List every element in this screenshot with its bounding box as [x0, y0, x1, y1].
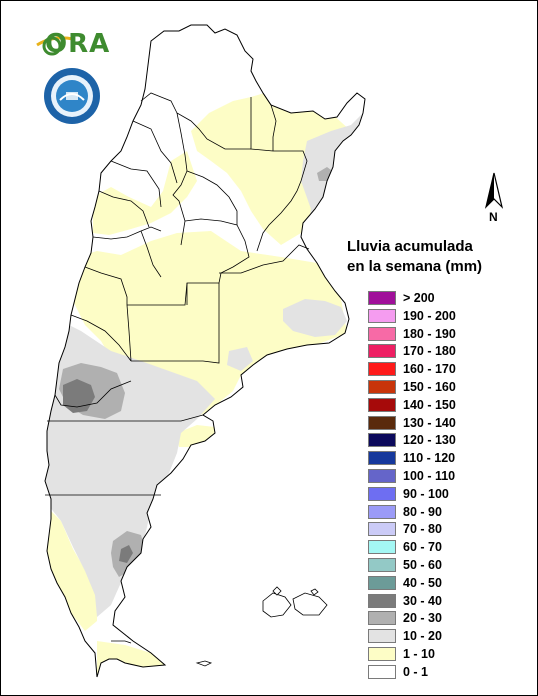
legend-label: 120 - 130 [403, 433, 456, 448]
estados-island [195, 660, 213, 667]
legend-swatch [368, 433, 396, 448]
legend-label: 20 - 30 [403, 611, 442, 626]
legend-label: 70 - 80 [403, 522, 442, 537]
legend-swatch [368, 522, 396, 537]
zone-30-40-santacruz [119, 545, 133, 563]
legend-label: 60 - 70 [403, 540, 442, 555]
legend-swatch [368, 540, 396, 555]
legend-swatch [368, 486, 396, 501]
legend-title-line2: en la semana (mm) [347, 258, 483, 275]
smn-seal-logo [44, 68, 100, 124]
legend-title: Lluvia acumulada en la semana (mm) [347, 237, 527, 277]
north-label: N [489, 210, 498, 224]
legend-label: 40 - 50 [403, 575, 442, 590]
legend-label: 110 - 120 [403, 451, 456, 466]
legend-label: 170 - 180 [403, 344, 456, 359]
legend-swatch [368, 397, 396, 412]
zone-30-40-neuquen [63, 379, 95, 413]
legend-title-line1: Lluvia acumulada [347, 238, 473, 255]
legend-swatch [368, 362, 396, 377]
legend-swatch [368, 379, 396, 394]
zone-10-20-misiones [301, 111, 365, 209]
legend-label: 140 - 150 [403, 397, 456, 412]
zone-1-10-tdf [97, 641, 165, 677]
legend-label: 100 - 110 [403, 468, 456, 483]
legend-swatch [368, 451, 396, 466]
legend-swatch [368, 468, 396, 483]
legend-label: 80 - 90 [403, 504, 442, 519]
legend-label: 1 - 10 [403, 646, 435, 661]
legend-swatch [368, 308, 396, 323]
legend-swatch [368, 557, 396, 572]
legend-swatch [368, 629, 396, 644]
legend-label: 10 - 20 [403, 629, 442, 644]
legend-label: > 200 [403, 291, 435, 305]
legend-swatch [368, 664, 396, 679]
legend-swatch [368, 504, 396, 519]
legend-label: 130 - 140 [403, 415, 456, 430]
legend-swatch [368, 291, 396, 305]
legend-swatch [368, 575, 396, 590]
ora-logo [36, 36, 74, 56]
legend-swatch [368, 593, 396, 608]
legend-label: 180 - 190 [403, 326, 456, 341]
zone-10-20-bsas-south [227, 347, 253, 371]
legend-swatch [368, 415, 396, 430]
argentina-outline [44, 24, 366, 678]
zone-1-10-santacruz [45, 501, 97, 631]
north-arrow-icon [484, 172, 504, 209]
ora-logo-text: ORA [45, 29, 111, 59]
zone-10-20-buenosaires [283, 299, 347, 337]
legend-swatch [368, 611, 396, 626]
legend-label: 30 - 40 [403, 593, 442, 608]
malvinas-islands [262, 586, 328, 618]
legend-label: 90 - 100 [403, 486, 449, 501]
zone-1-10-nw [93, 151, 197, 235]
legend-label: 160 - 170 [403, 362, 456, 377]
legend-label: 0 - 1 [403, 664, 429, 679]
legend-swatch [368, 326, 396, 341]
legend-label: 150 - 160 [403, 379, 456, 394]
rainfall-zones [45, 91, 365, 677]
legend-swatch [368, 344, 396, 359]
province-boundaries [45, 92, 310, 644]
legend-label: 50 - 60 [403, 557, 442, 572]
legend-swatch [368, 646, 396, 661]
legend-label: 190 - 200 [403, 308, 456, 323]
